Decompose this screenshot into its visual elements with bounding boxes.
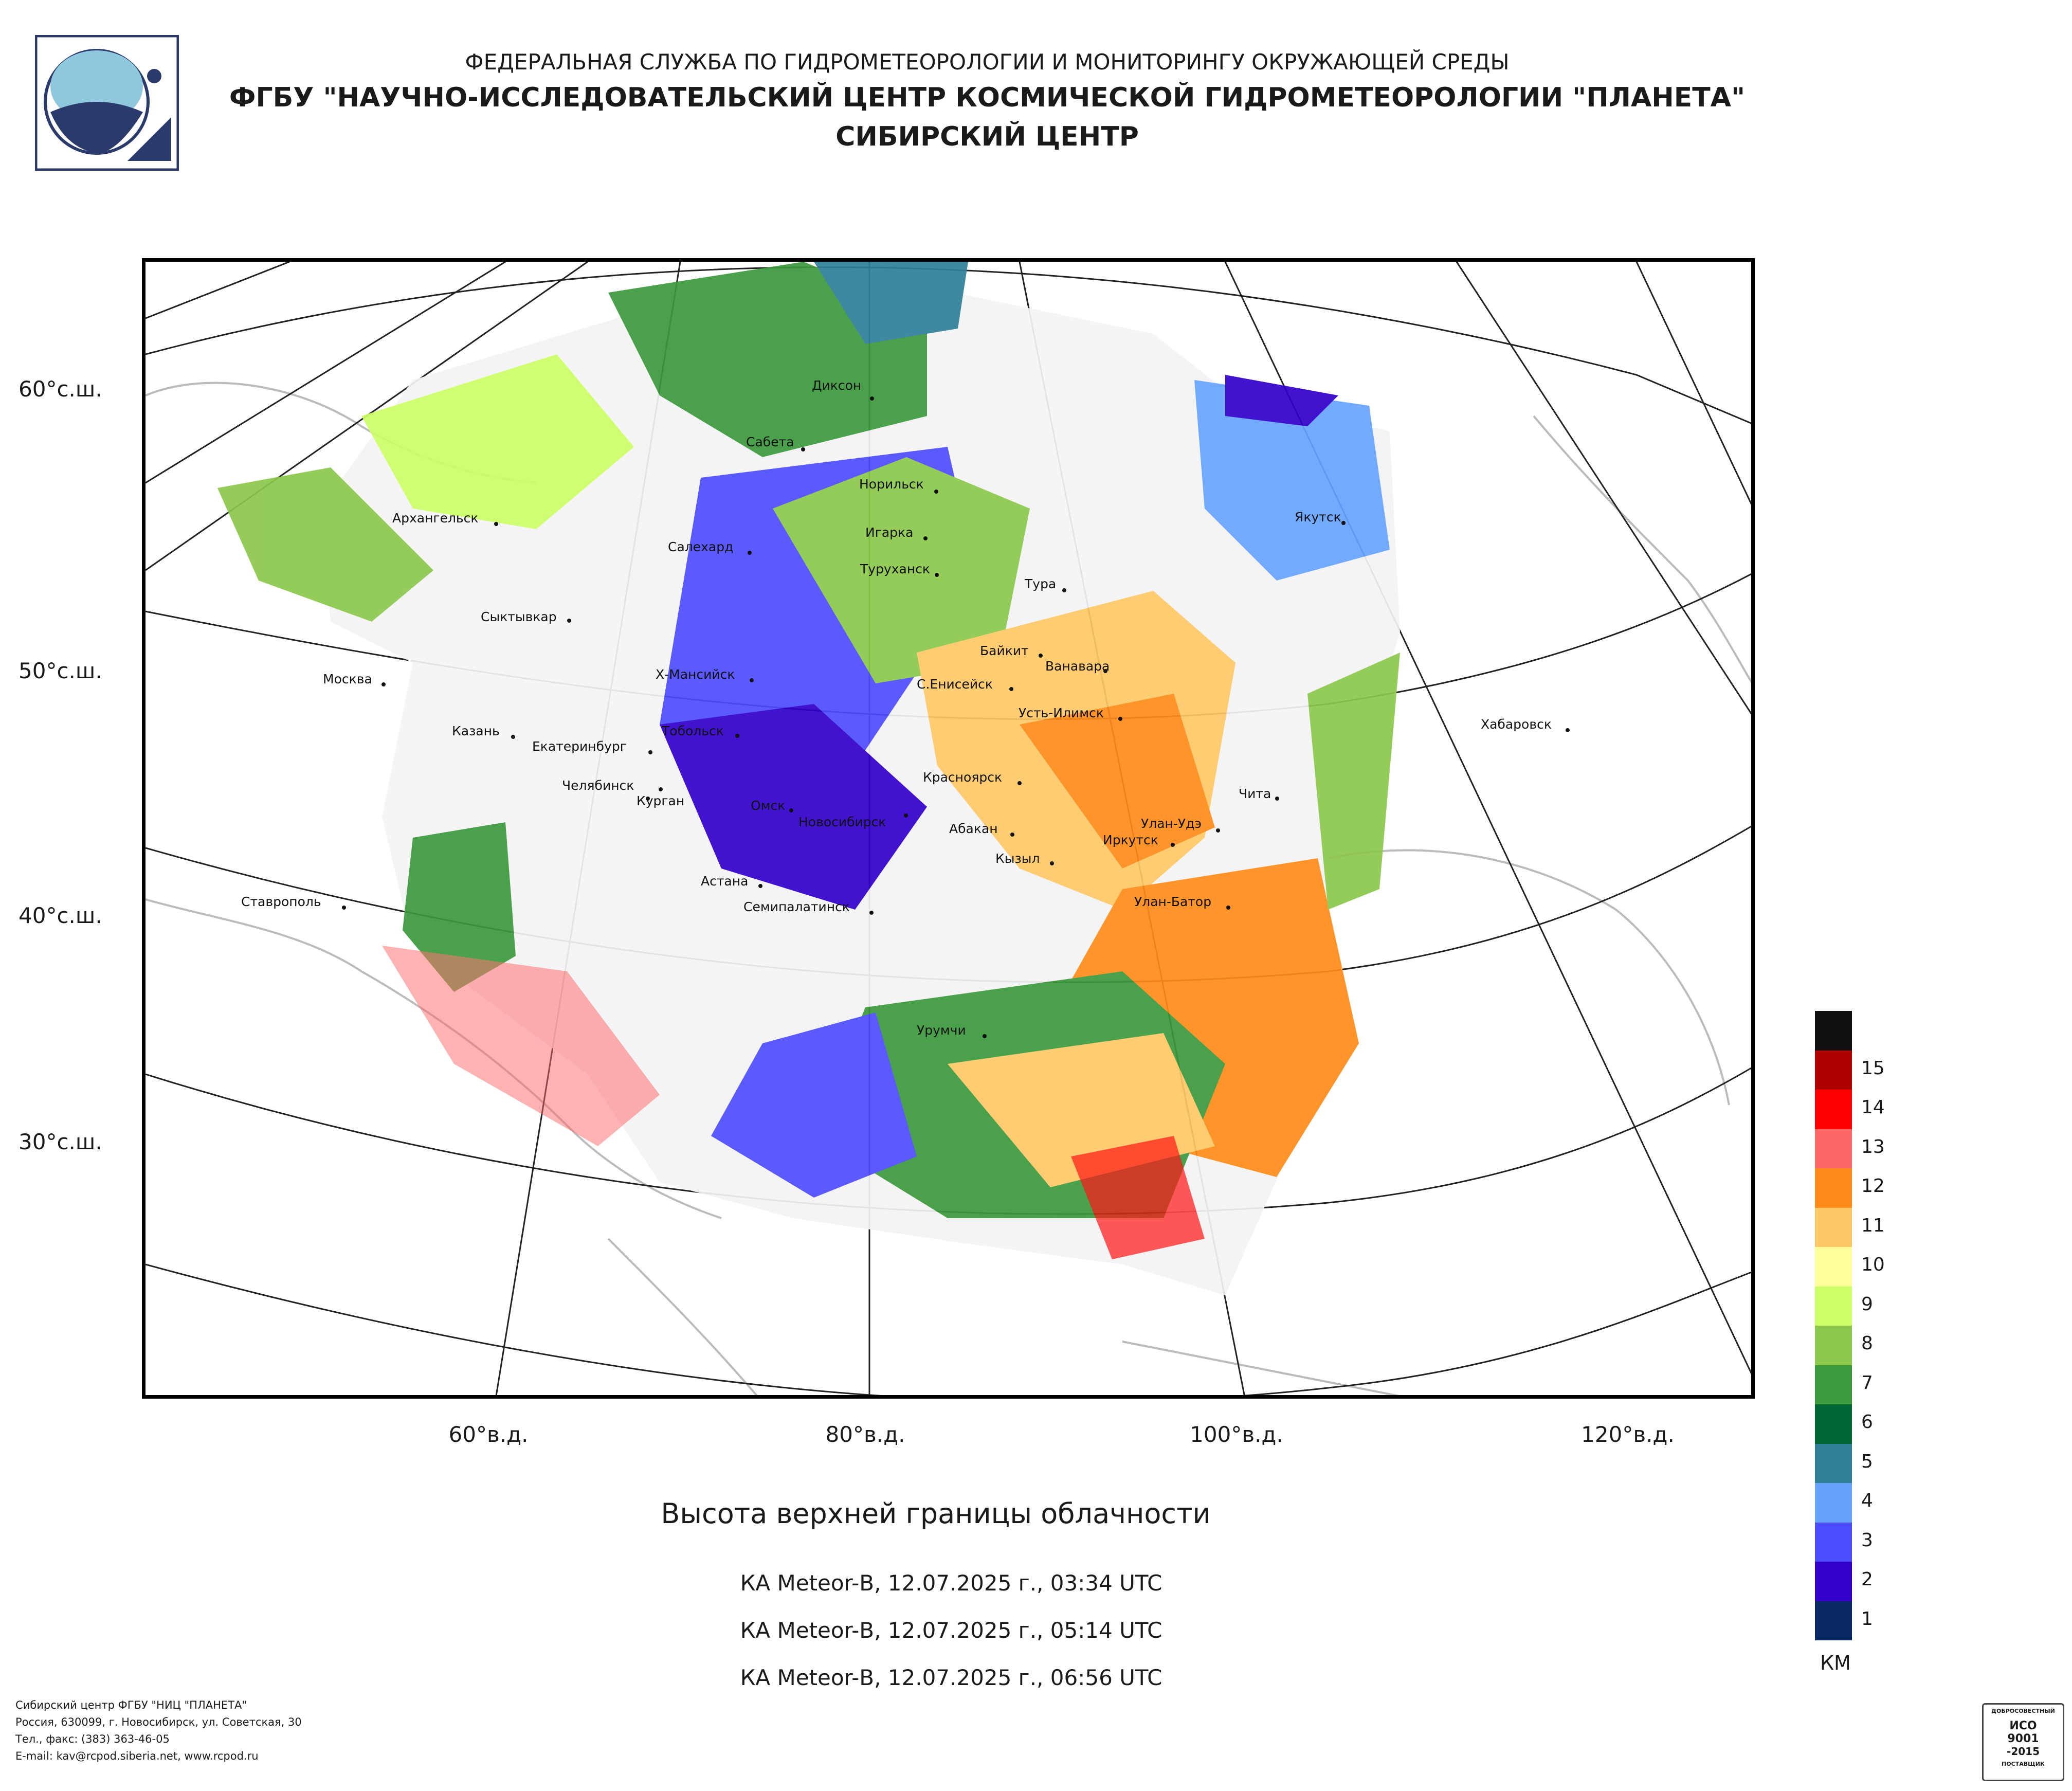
badge-iso: ИСО: [2009, 1720, 2037, 1732]
city-label: Норильск: [859, 477, 924, 492]
header-center: СИБИРСКИЙ ЦЕНТР: [835, 121, 1139, 152]
lon-label-120: 120°в.д.: [1581, 1422, 1675, 1447]
city-label: Екатеринбург: [532, 739, 627, 754]
cloud-swath: [217, 262, 1400, 1295]
city-label: Красноярск: [923, 770, 1003, 785]
legend-swatch: [1815, 1522, 1852, 1562]
header-agency: ФЕДЕРАЛЬНАЯ СЛУЖБА ПО ГИДРОМЕТЕОРОЛОГИИ …: [465, 49, 1510, 75]
city-label: Омск: [751, 798, 786, 813]
legend-level-label: 11: [1861, 1215, 1885, 1236]
legend-swatch: [1815, 1601, 1852, 1640]
legend-level-label: 7: [1861, 1372, 1873, 1394]
city-label: Курган: [637, 793, 685, 808]
city-label: Тобольск: [662, 723, 724, 738]
legend-swatch: [1815, 1090, 1852, 1129]
legend-swatch: [1815, 1562, 1852, 1601]
footer-line: Тел., факс: (383) 363-46-05: [15, 1733, 170, 1745]
city-label: Семипалатинск: [743, 899, 850, 914]
lon-label-60: 60°в.д.: [448, 1422, 529, 1447]
lat-label-40: 40°с.ш.: [19, 903, 102, 928]
legend-level-label: 9: [1861, 1293, 1873, 1315]
lat-label-50: 50°с.ш.: [19, 658, 102, 683]
badge-bottom: ПОСТАВЩИК: [2002, 1761, 2045, 1767]
city-label: Чита: [1239, 786, 1271, 801]
map-graphics: [146, 262, 1751, 1395]
legend-level-label: 2: [1861, 1569, 1873, 1590]
badge-year: -2015: [2007, 1745, 2040, 1758]
city-label: Хабаровск: [1481, 717, 1552, 732]
badge-num: 9001: [2007, 1732, 2039, 1745]
lon-label-100: 100°в.д.: [1190, 1422, 1283, 1447]
legend-swatch: [1815, 1483, 1852, 1523]
footer-contacts: Сибирский центр ФГБУ "НИЦ "ПЛАНЕТА" Росс…: [15, 1697, 302, 1765]
legend-level-label: 14: [1861, 1097, 1885, 1118]
lat-label-30: 30°с.ш.: [19, 1129, 102, 1154]
city-label: Кызыл: [995, 851, 1040, 866]
pass-line: КА Meteor-В, 12.07.2025 г., 06:56 UTC: [740, 1665, 1162, 1690]
footer-line: Россия, 630099, г. Новосибирск, ул. Сове…: [15, 1716, 302, 1728]
legend-level-label: 3: [1861, 1529, 1873, 1551]
lon-label-80: 80°в.д.: [825, 1422, 905, 1447]
legend-level-label: 13: [1861, 1136, 1885, 1157]
product-title: Высота верхней границы облачности: [661, 1497, 1211, 1530]
legend-level-label: 6: [1861, 1412, 1873, 1433]
pass-line: КА Meteor-В, 12.07.2025 г., 05:14 UTC: [740, 1618, 1162, 1643]
legend-swatch: [1815, 1050, 1852, 1090]
legend-swatch: [1815, 1168, 1852, 1208]
city-label: Улан-Батор: [1134, 894, 1212, 909]
city-label: Байкит: [980, 643, 1029, 658]
footer-line: E-mail: kav@rcpod.siberia.net, www.rcpod…: [15, 1750, 259, 1762]
city-label: Туруханск: [860, 562, 931, 576]
legend-level-label: 5: [1861, 1451, 1873, 1472]
legend-level-label: 4: [1861, 1490, 1873, 1511]
city-label: Астана: [701, 874, 749, 889]
city-label: Сабета: [746, 435, 794, 449]
city-label: Урумчи: [917, 1023, 966, 1038]
legend-swatch: [1815, 1247, 1852, 1287]
city-label: Салехард: [668, 539, 734, 554]
header-institute: ФГБУ "НАУЧНО-ИССЛЕДОВАТЕЛЬСКИЙ ЦЕНТР КОС…: [229, 82, 1746, 113]
city-label: Тура: [1025, 576, 1057, 591]
city-label: Абакан: [949, 821, 998, 836]
lat-label-60: 60°с.ш.: [19, 376, 102, 402]
city-label: Ставрополь: [241, 894, 321, 909]
legend-swatch: [1815, 1286, 1852, 1326]
legend-swatch: [1815, 1011, 1852, 1051]
city-label: Челябинск: [562, 778, 634, 793]
legend-swatch: [1815, 1404, 1852, 1444]
legend-swatch: [1815, 1207, 1852, 1247]
legend-level-label: 12: [1861, 1175, 1885, 1197]
city-label: Новосибирск: [798, 815, 886, 829]
pass-line: КА Meteor-В, 12.07.2025 г., 03:34 UTC: [740, 1570, 1162, 1596]
city-label: Иркутск: [1103, 833, 1158, 847]
cloud-top-height-map: Диксон Сабета Норильск Архангельск Игарк…: [142, 258, 1755, 1399]
city-label: Х-Мансийск: [656, 667, 735, 682]
legend-swatch: [1815, 1443, 1852, 1483]
badge-top: ДОБРОСОВЕСТНЫЙ: [1991, 1708, 2055, 1714]
city-label: Сыктывкар: [481, 609, 557, 624]
city-label: Улан-Удэ: [1141, 816, 1202, 831]
city-label: Архангельск: [392, 511, 479, 526]
city-label: С.Енисейск: [917, 677, 993, 692]
city-label: Казань: [452, 723, 500, 738]
planeta-logo: [34, 34, 179, 171]
city-label: Якутск: [1295, 510, 1341, 524]
iso-badge: ДОБРОСОВЕСТНЫЙ ИСО 9001 -2015 ПОСТАВЩИК: [1982, 1703, 2064, 1781]
legend-unit: КМ: [1820, 1652, 1851, 1674]
city-label: Ванавара: [1045, 659, 1110, 674]
legend-level-label: 1: [1861, 1608, 1873, 1630]
footer-line: Сибирский центр ФГБУ "НИЦ "ПЛАНЕТА": [15, 1699, 247, 1711]
city-label: Диксон: [812, 378, 862, 393]
city-label: Усть-Илимск: [1019, 705, 1104, 720]
legend-swatch: [1815, 1129, 1852, 1168]
city-label: Москва: [323, 672, 372, 686]
legend-swatch: [1815, 1365, 1852, 1404]
legend-swatch: [1815, 1326, 1852, 1365]
legend-level-label: 10: [1861, 1254, 1885, 1275]
legend-level-label: 8: [1861, 1333, 1873, 1354]
city-label: Игарка: [865, 525, 914, 540]
legend-level-label: 15: [1861, 1057, 1885, 1079]
